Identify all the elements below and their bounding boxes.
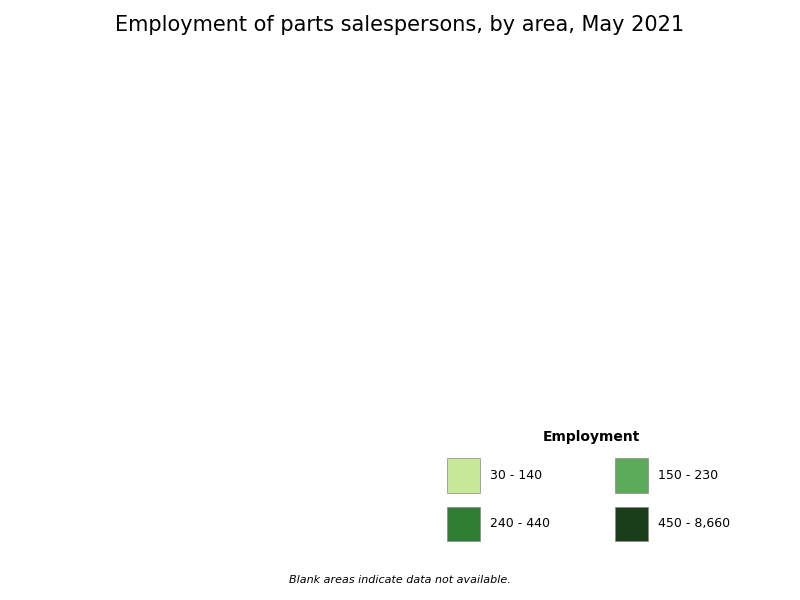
Bar (614, 506, 648, 541)
Bar (446, 506, 480, 541)
Text: Blank areas indicate data not available.: Blank areas indicate data not available. (289, 575, 511, 585)
Bar (446, 458, 480, 493)
Bar (614, 458, 648, 493)
Text: Employment: Employment (542, 430, 640, 444)
Text: 450 - 8,660: 450 - 8,660 (658, 517, 730, 530)
Text: 240 - 440: 240 - 440 (490, 517, 550, 530)
Text: 30 - 140: 30 - 140 (490, 469, 542, 482)
Text: Employment of parts salespersons, by area, May 2021: Employment of parts salespersons, by are… (115, 15, 685, 35)
Text: 150 - 230: 150 - 230 (658, 469, 718, 482)
